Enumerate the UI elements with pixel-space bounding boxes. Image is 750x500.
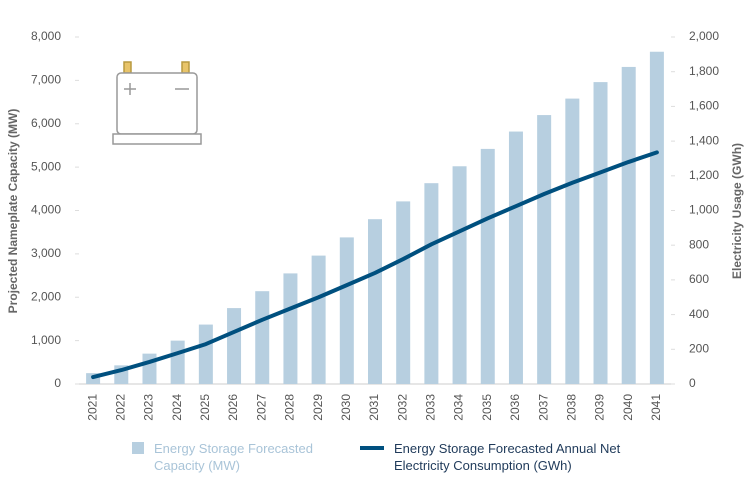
bar <box>480 148 495 384</box>
x-tick-label: 2032 <box>395 394 409 421</box>
bar <box>283 273 298 384</box>
y2-tick-label: 800 <box>689 237 709 251</box>
y2-tick-label: 1,800 <box>689 64 719 78</box>
y-tick-label: 8,000 <box>31 29 61 43</box>
x-tick-label: 2035 <box>480 394 494 421</box>
bar <box>565 98 580 384</box>
y2-tick-label: 1,200 <box>689 168 719 182</box>
y-tick-label: 0 <box>54 376 61 390</box>
x-tick-label: 2040 <box>621 394 635 421</box>
y-axis-title: Projected Nameplate Capacity (MW) <box>6 109 20 314</box>
legend-label: Energy Storage Forecasted Annual Net Ele… <box>394 441 621 473</box>
x-tick-label: 2022 <box>113 394 127 421</box>
x-tick-label: 2021 <box>85 394 99 421</box>
x-tick-label: 2031 <box>367 394 381 421</box>
y2-tick-label: 0 <box>689 376 696 390</box>
legend-swatch <box>132 442 144 454</box>
y-tick-label: 3,000 <box>31 246 61 260</box>
bar <box>621 66 636 385</box>
bar <box>170 340 185 384</box>
x-tick-label: 2037 <box>536 394 550 421</box>
line <box>91 150 659 380</box>
x-tick-label: 2029 <box>311 394 325 421</box>
bar <box>311 255 326 384</box>
bar <box>424 183 439 384</box>
bar <box>452 166 467 384</box>
bar <box>227 308 242 384</box>
battery-icon <box>112 61 202 145</box>
legend-label: Energy Storage Forecasted Capacity (MW) <box>154 441 313 473</box>
x-tick-label: 2028 <box>283 394 297 421</box>
x-tick-label: 2023 <box>142 394 156 421</box>
y2-tick-label: 2,000 <box>689 29 719 43</box>
x-tick-label: 2033 <box>424 394 438 421</box>
x-tick-label: 2034 <box>452 394 466 421</box>
x-tick-label: 2027 <box>254 394 268 421</box>
bar <box>142 353 157 384</box>
y-tick-label: 7,000 <box>31 73 61 87</box>
x-tick-label: 2024 <box>170 394 184 421</box>
y2-tick-label: 600 <box>689 272 709 286</box>
x-tick-label: 2041 <box>649 394 663 421</box>
y-tick-label: 4,000 <box>31 203 61 217</box>
y-tick-label: 5,000 <box>31 159 61 173</box>
bar <box>396 201 411 384</box>
x-tick-label: 2038 <box>565 394 579 421</box>
x-tick-label: 2026 <box>226 394 240 421</box>
y-tick-label: 2,000 <box>31 289 61 303</box>
legend-swatch <box>360 446 384 450</box>
y-tick-label: 1,000 <box>31 333 61 347</box>
x-tick-label: 2036 <box>508 394 522 421</box>
y2-tick-label: 1,000 <box>689 203 719 217</box>
bar <box>339 237 354 384</box>
y2-tick-label: 400 <box>689 307 709 321</box>
bar <box>593 82 608 385</box>
legend-item: Energy Storage Forecasted Capacity (MW) <box>132 440 352 474</box>
x-tick-label: 2025 <box>198 394 212 421</box>
bar <box>198 324 213 384</box>
bar <box>508 131 523 384</box>
y-tick-label: 6,000 <box>31 116 61 130</box>
bar <box>537 115 552 384</box>
y2-tick-label: 200 <box>689 341 709 355</box>
x-tick-label: 2039 <box>593 394 607 421</box>
y2-axis-title: Electricity Usage (GWh) <box>730 143 744 279</box>
y2-tick-label: 1,400 <box>689 133 719 147</box>
x-tick-label: 2030 <box>339 394 353 421</box>
bar <box>368 219 382 384</box>
bar <box>255 291 270 384</box>
legend-item: Energy Storage Forecasted Annual Net Ele… <box>360 440 640 474</box>
bar <box>649 51 664 385</box>
y2-tick-label: 1,600 <box>689 99 719 113</box>
